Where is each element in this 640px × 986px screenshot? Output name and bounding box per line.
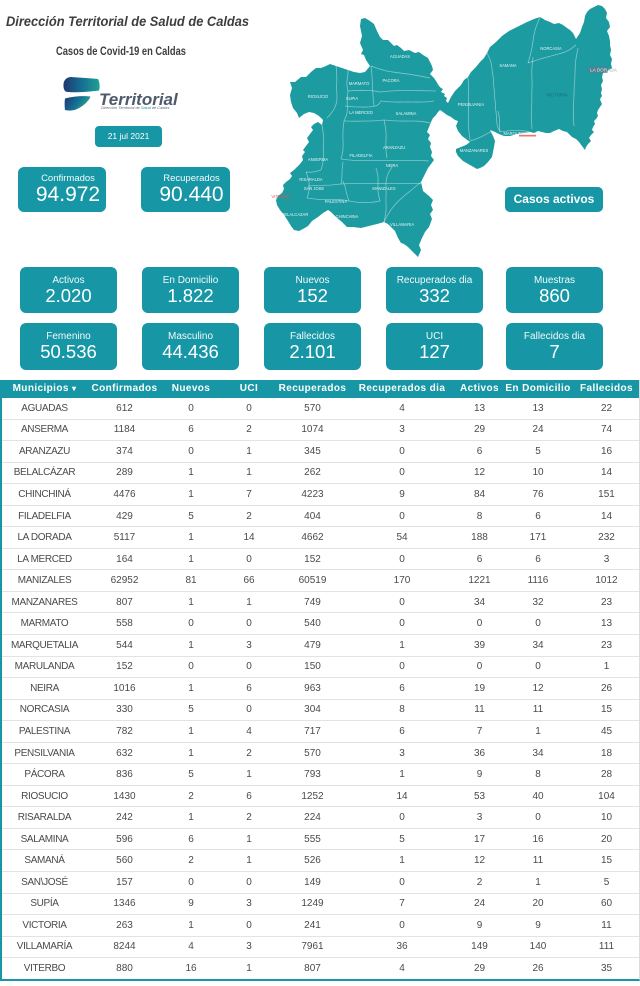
svg-text:Dirección Territorial de Salud: Dirección Territorial de Salud de Caldas: [101, 105, 169, 110]
svg-text:RISARALDA: RISARALDA: [299, 177, 322, 182]
svg-text:SAN JOSE: SAN JOSE: [304, 186, 325, 191]
svg-text:NORCASIA: NORCASIA: [540, 46, 562, 51]
svg-text:FILADELFIA: FILADELFIA: [350, 153, 373, 158]
svg-text:Territorial: Territorial: [99, 90, 179, 109]
svg-text:SAMANA: SAMANA: [499, 63, 517, 68]
svg-text:PENSILVANIA: PENSILVANIA: [458, 102, 485, 107]
svg-text:SALAMINA: SALAMINA: [396, 111, 417, 116]
svg-text:CHINCHINA: CHINCHINA: [336, 214, 359, 219]
svg-text:BELALCAZAR: BELALCAZAR: [282, 212, 309, 217]
svg-text:MANIZALES: MANIZALES: [372, 186, 395, 191]
svg-text:PALESTINA: PALESTINA: [325, 199, 347, 204]
svg-text:VITERBO: VITERBO: [271, 194, 291, 199]
svg-text:ANSERMA: ANSERMA: [308, 157, 329, 162]
svg-text:PACORA: PACORA: [383, 78, 400, 83]
svg-text:MANZANARES: MANZANARES: [460, 148, 489, 153]
svg-text:NEIRA: NEIRA: [386, 163, 399, 168]
svg-text:VILLAMARIA: VILLAMARIA: [390, 222, 414, 227]
svg-text:AGUADAS: AGUADAS: [390, 54, 410, 59]
svg-text:VICTORIA: VICTORIA: [546, 93, 569, 98]
svg-text:LA MERCED: LA MERCED: [349, 110, 373, 115]
svg-text:RIOSUCIO: RIOSUCIO: [308, 94, 328, 99]
svg-text:LA DORADA: LA DORADA: [590, 68, 618, 73]
svg-text:MARMATO: MARMATO: [349, 81, 370, 86]
svg-text:SUPIA: SUPIA: [346, 96, 359, 101]
svg-text:MARQUETALIA: MARQUETALIA: [503, 131, 532, 136]
svg-text:ARANZAZU: ARANZAZU: [383, 145, 405, 150]
